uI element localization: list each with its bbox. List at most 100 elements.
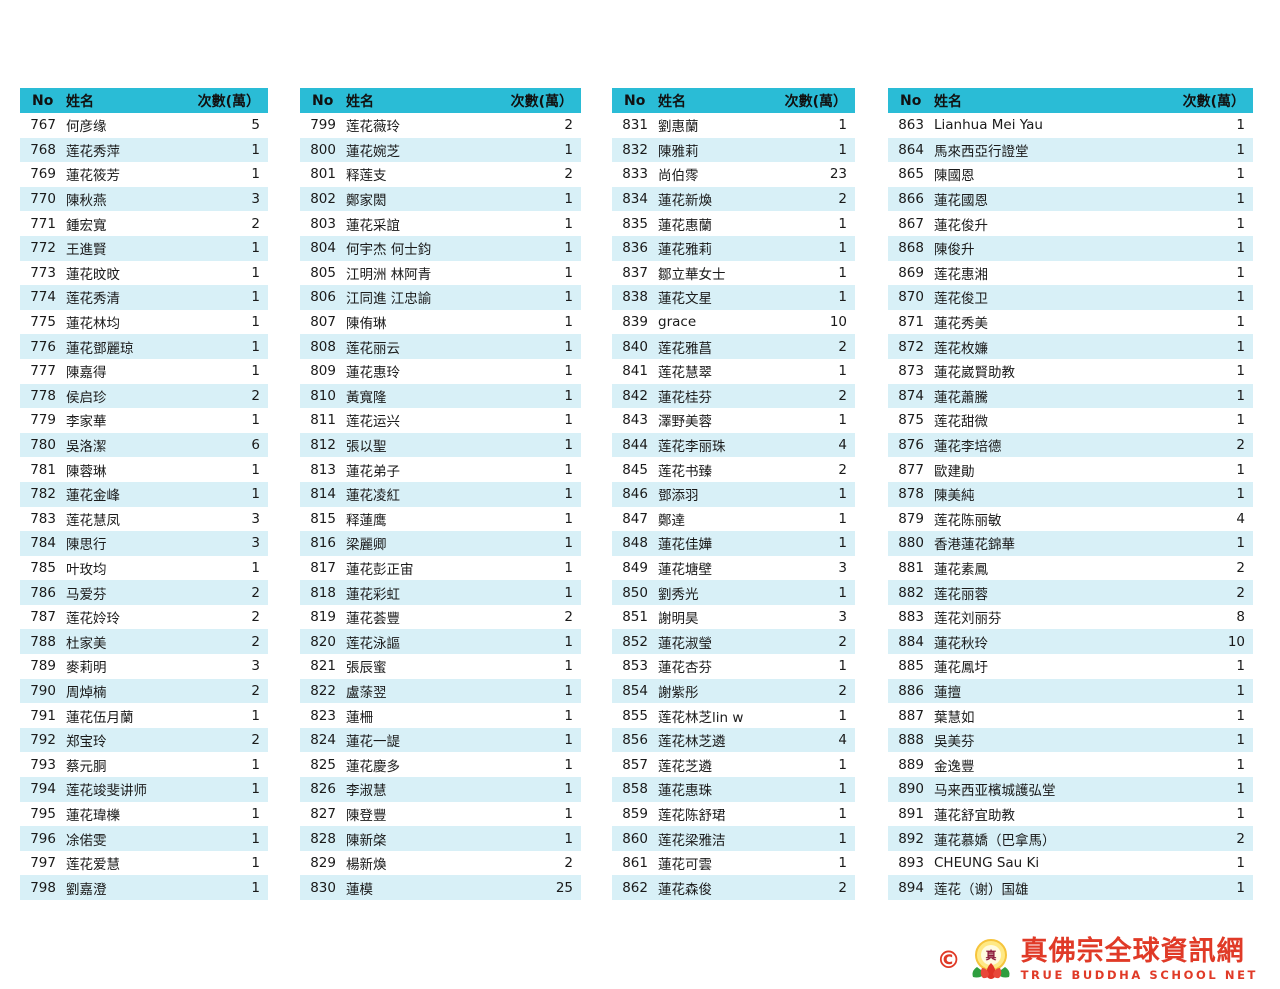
- row-no: 871: [898, 314, 924, 331]
- table-row: 864 馬來西亞行證堂 1: [888, 137, 1253, 163]
- row-count: 1: [251, 830, 260, 847]
- row-name: 莲花陈舒珺: [658, 807, 726, 824]
- donor-table-1: No 姓名 次數(萬） 767 何彦缘 5 768 莲花秀萍 1 769 蓮花筱芳 1 770 陳秋燕 3 7…: [20, 88, 268, 900]
- row-no: 889: [898, 756, 924, 773]
- table-row: 879 莲花陈丽敏 4: [888, 507, 1253, 532]
- row-count: 1: [1236, 461, 1245, 478]
- row-no: 864: [898, 141, 924, 158]
- row-name: 蓮花新煥: [658, 193, 712, 210]
- table-row: 848 蓮花佳嬅 1: [612, 531, 855, 556]
- table-row: 853 蓮花杏芬 1: [612, 654, 855, 679]
- logo-subtitle: TRUE BUDDHA SCHOOL NET: [1020, 967, 1258, 982]
- table-row: 869 莲花惠湘 1: [888, 261, 1253, 286]
- table-row: 868 陳俊升 1: [888, 235, 1253, 261]
- row-no: 775: [30, 314, 56, 331]
- row-no: 892: [898, 830, 924, 847]
- row-no: 852: [622, 633, 648, 650]
- row-count: 1: [1236, 756, 1245, 773]
- row-count: 1: [1236, 166, 1245, 183]
- row-count: 1: [838, 141, 847, 158]
- row-count: 1: [564, 510, 573, 527]
- row-count: 1: [564, 289, 573, 306]
- row-no: 792: [30, 732, 56, 749]
- row-no: 828: [310, 830, 336, 847]
- row-name: 蓮花雅莉: [658, 242, 712, 259]
- table-row: 829 楊新煥 2: [300, 851, 581, 876]
- row-count: 1: [251, 756, 260, 773]
- row-no: 853: [622, 658, 648, 675]
- row-name: 何宇杰 何士鈞: [346, 242, 432, 259]
- row-no: 782: [30, 486, 56, 503]
- row-count: 1: [251, 461, 260, 478]
- row-count: 1: [838, 805, 847, 822]
- row-count: 1: [838, 240, 847, 257]
- row-name: 莲花梁雅洁: [658, 832, 726, 849]
- row-no: 862: [622, 879, 648, 896]
- row-name: 莲花书臻: [658, 463, 712, 480]
- row-count: 2: [838, 387, 847, 404]
- row-no: 872: [898, 338, 924, 355]
- row-no: 812: [310, 437, 336, 454]
- row-no: 772: [30, 240, 56, 257]
- row-no: 882: [898, 584, 924, 601]
- row-no: 818: [310, 584, 336, 601]
- row-no: 848: [622, 535, 648, 552]
- table-row: 787 莲花姈玲 2: [20, 605, 268, 630]
- row-no: 790: [30, 682, 56, 699]
- table-row: 797 莲花爱慧 1: [20, 851, 268, 876]
- row-count: 1: [838, 215, 847, 232]
- row-count: 1: [251, 879, 260, 896]
- table-rows: 863 Lianhua Mei Yau 1 864 馬來西亞行證堂 1 865 陳國恩 1 866…: [888, 113, 1253, 900]
- row-name: 蓮花塘壁: [658, 561, 712, 578]
- table-row: 857 莲花芝遴 1: [612, 752, 855, 777]
- row-name: 陳思行: [66, 537, 107, 554]
- row-no: 879: [898, 510, 924, 527]
- table-row: 817 蓮花彭正宙 1: [300, 556, 581, 581]
- row-name: 金逸豐: [934, 758, 975, 775]
- row-name: 郑宝玲: [66, 734, 107, 751]
- header-count: 次數(萬）: [197, 93, 260, 110]
- row-name: 莲花爱慧: [66, 857, 120, 874]
- row-no: 859: [622, 805, 648, 822]
- row-count: 1: [1236, 314, 1245, 331]
- row-name: 陳國恩: [934, 168, 975, 185]
- row-count: 1: [564, 215, 573, 232]
- row-name: 歐建勛: [934, 463, 975, 480]
- row-name: 蓮花桂芬: [658, 389, 712, 406]
- row-count: 1: [838, 363, 847, 380]
- row-name: 蔡元胴: [66, 758, 107, 775]
- row-no: 801: [310, 166, 336, 183]
- row-name: 陳登豐: [346, 807, 387, 824]
- row-name: 劉秀光: [658, 586, 699, 603]
- row-count: 1: [838, 289, 847, 306]
- header-count: 次數(萬）: [1182, 93, 1245, 110]
- row-count: 1: [564, 584, 573, 601]
- header-no: No: [32, 92, 54, 109]
- row-name: 蓮花荟豐: [346, 611, 400, 628]
- table-row: 874 蓮花蕭騰 1: [888, 383, 1253, 409]
- table-row: 784 陳思行 3: [20, 531, 268, 556]
- row-count: 1: [1236, 535, 1245, 552]
- row-no: 833: [622, 166, 648, 183]
- table-row: 799 莲花薇玲 2: [300, 113, 581, 138]
- row-count: 6: [251, 437, 260, 454]
- row-count: 1: [1236, 191, 1245, 208]
- table-row: 886 蓮擅 1: [888, 678, 1253, 704]
- table-row: 871 蓮花秀美 1: [888, 310, 1253, 335]
- row-name: 蓮花俊升: [934, 217, 988, 234]
- row-name: 莲花竣斐讲师: [66, 783, 147, 800]
- table-row: 821 張辰蜜 1: [300, 654, 581, 679]
- row-name: 蓮花金峰: [66, 488, 120, 505]
- row-count: 1: [1236, 240, 1245, 257]
- row-no: 829: [310, 855, 336, 872]
- row-count: 1: [1236, 412, 1245, 429]
- row-no: 888: [898, 732, 924, 749]
- table-rows: 799 莲花薇玲 2 800 蓮花婉芝 1 801 释莲支 2 802 鄭家閎 1 803 蓮花采誼 1 80…: [300, 113, 581, 900]
- table-row: 790 周焯楠 2: [20, 678, 268, 704]
- table-row: 888 吳美芬 1: [888, 727, 1253, 753]
- row-no: 798: [30, 879, 56, 896]
- row-name: 盧蒤翌: [346, 684, 387, 701]
- row-name: 香港蓮花錦華: [934, 537, 1015, 554]
- row-count: 1: [251, 486, 260, 503]
- row-no: 893: [898, 855, 924, 872]
